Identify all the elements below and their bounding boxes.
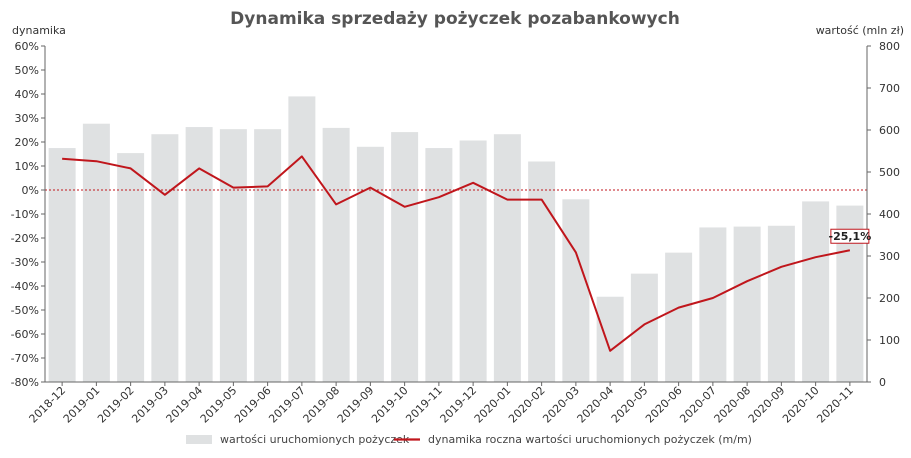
right-tick-label: 800 [879, 40, 900, 53]
right-tick-label: 400 [879, 208, 900, 221]
bar [665, 252, 693, 382]
legend: wartości uruchomionych pożyczek dynamika… [186, 433, 752, 446]
bar [117, 153, 145, 382]
bar [82, 123, 110, 382]
x-tick-label: 2019-09 [335, 384, 377, 426]
x-tick-label: 2019-11 [403, 384, 445, 426]
right-tick-label: 100 [879, 334, 900, 347]
bar [528, 161, 556, 382]
left-tick-label: 30% [15, 112, 39, 125]
bar [493, 134, 521, 382]
x-tick-label: 2019-05 [198, 384, 240, 426]
bar [699, 227, 727, 382]
bar [356, 146, 384, 382]
x-tick-label: 2019-08 [301, 384, 343, 426]
x-tick-label: 2020-02 [506, 384, 548, 426]
bar [802, 201, 830, 382]
x-tick-label: 2020-06 [643, 384, 685, 426]
legend-label-bars: wartości uruchomionych pożyczek [220, 433, 410, 446]
bar [48, 148, 76, 382]
x-tick-label: 2020-03 [540, 384, 582, 426]
bar [425, 148, 453, 382]
x-tick-label: 2020-10 [780, 384, 822, 426]
annotation-box [830, 228, 870, 244]
right-axis-title: wartość (mln zł) [816, 24, 904, 37]
right-tick-label: 600 [879, 124, 900, 137]
x-axis-ticks: 2018-122019-012019-022019-032019-042019-… [27, 382, 856, 426]
x-tick-label: 2019-02 [95, 384, 137, 426]
bar-series [48, 96, 864, 383]
right-tick-label: 700 [879, 82, 900, 95]
line-series [62, 155, 851, 352]
x-tick-label: 2020-01 [472, 384, 514, 426]
left-tick-label: -70% [11, 352, 39, 365]
bar [733, 226, 761, 382]
x-tick-label: 2020-11 [814, 384, 856, 426]
left-tick-label: 60% [15, 40, 39, 53]
x-tick-label: 2019-01 [61, 384, 103, 426]
left-tick-label: 10% [15, 160, 39, 173]
right-tick-label: 300 [879, 250, 900, 263]
data-annotation: -25,1% [829, 228, 872, 244]
left-axis-title: dynamika [12, 24, 66, 37]
bar [254, 129, 282, 382]
bar [767, 225, 795, 382]
x-tick-label: 2019-06 [232, 384, 274, 426]
bar [151, 134, 179, 382]
bar [185, 127, 213, 382]
left-axis-ticks: -80% -70% -60% -50% -40% -30% -20% -10% 0% 10% 20%… [11, 40, 45, 389]
x-tick-label: 2020-07 [677, 384, 719, 426]
x-tick-label: 2020-04 [575, 384, 617, 426]
left-tick-label: -20% [11, 232, 39, 245]
x-tick-label: 2018-12 [27, 384, 69, 426]
bar [391, 132, 419, 382]
left-tick-label: 40% [15, 88, 39, 101]
x-tick-label: 2020-05 [609, 384, 651, 426]
left-tick-label: -60% [11, 328, 39, 341]
legend-swatch-bars [186, 435, 212, 444]
bar [219, 129, 247, 382]
left-tick-label: 20% [15, 136, 39, 149]
left-tick-label: -30% [11, 256, 39, 269]
right-tick-label: 200 [879, 292, 900, 305]
x-tick-label: 2019-07 [266, 384, 308, 426]
right-tick-label: 0 [879, 376, 886, 389]
left-tick-label: 50% [15, 64, 39, 77]
bar [459, 140, 487, 382]
left-tick-label: -10% [11, 208, 39, 221]
annotation-label: -25,1% [829, 230, 872, 243]
right-tick-label: 500 [879, 166, 900, 179]
bar [322, 127, 350, 383]
left-tick-label: 0% [22, 184, 39, 197]
x-tick-label: 2019-10 [369, 384, 411, 426]
bar [596, 296, 624, 382]
bar [630, 273, 658, 382]
left-tick-label: -40% [11, 280, 39, 293]
x-tick-label: 2019-03 [129, 384, 171, 426]
left-tick-label: -50% [11, 304, 39, 317]
right-axis-ticks: 0 100 200 300 400 500 600 700 800 [867, 40, 900, 389]
x-tick-label: 2020-09 [746, 384, 788, 426]
x-tick-label: 2019-12 [438, 384, 480, 426]
bar [562, 199, 590, 382]
legend-label-line: dynamika roczna wartości uruchomionych p… [428, 433, 752, 446]
x-tick-label: 2019-04 [164, 384, 206, 426]
x-tick-label: 2020-08 [712, 384, 754, 426]
left-tick-label: -80% [11, 376, 39, 389]
bar [288, 96, 316, 383]
chart-title: Dynamika sprzedaży pożyczek pozabankowyc… [230, 9, 680, 29]
series-line [62, 155, 851, 352]
